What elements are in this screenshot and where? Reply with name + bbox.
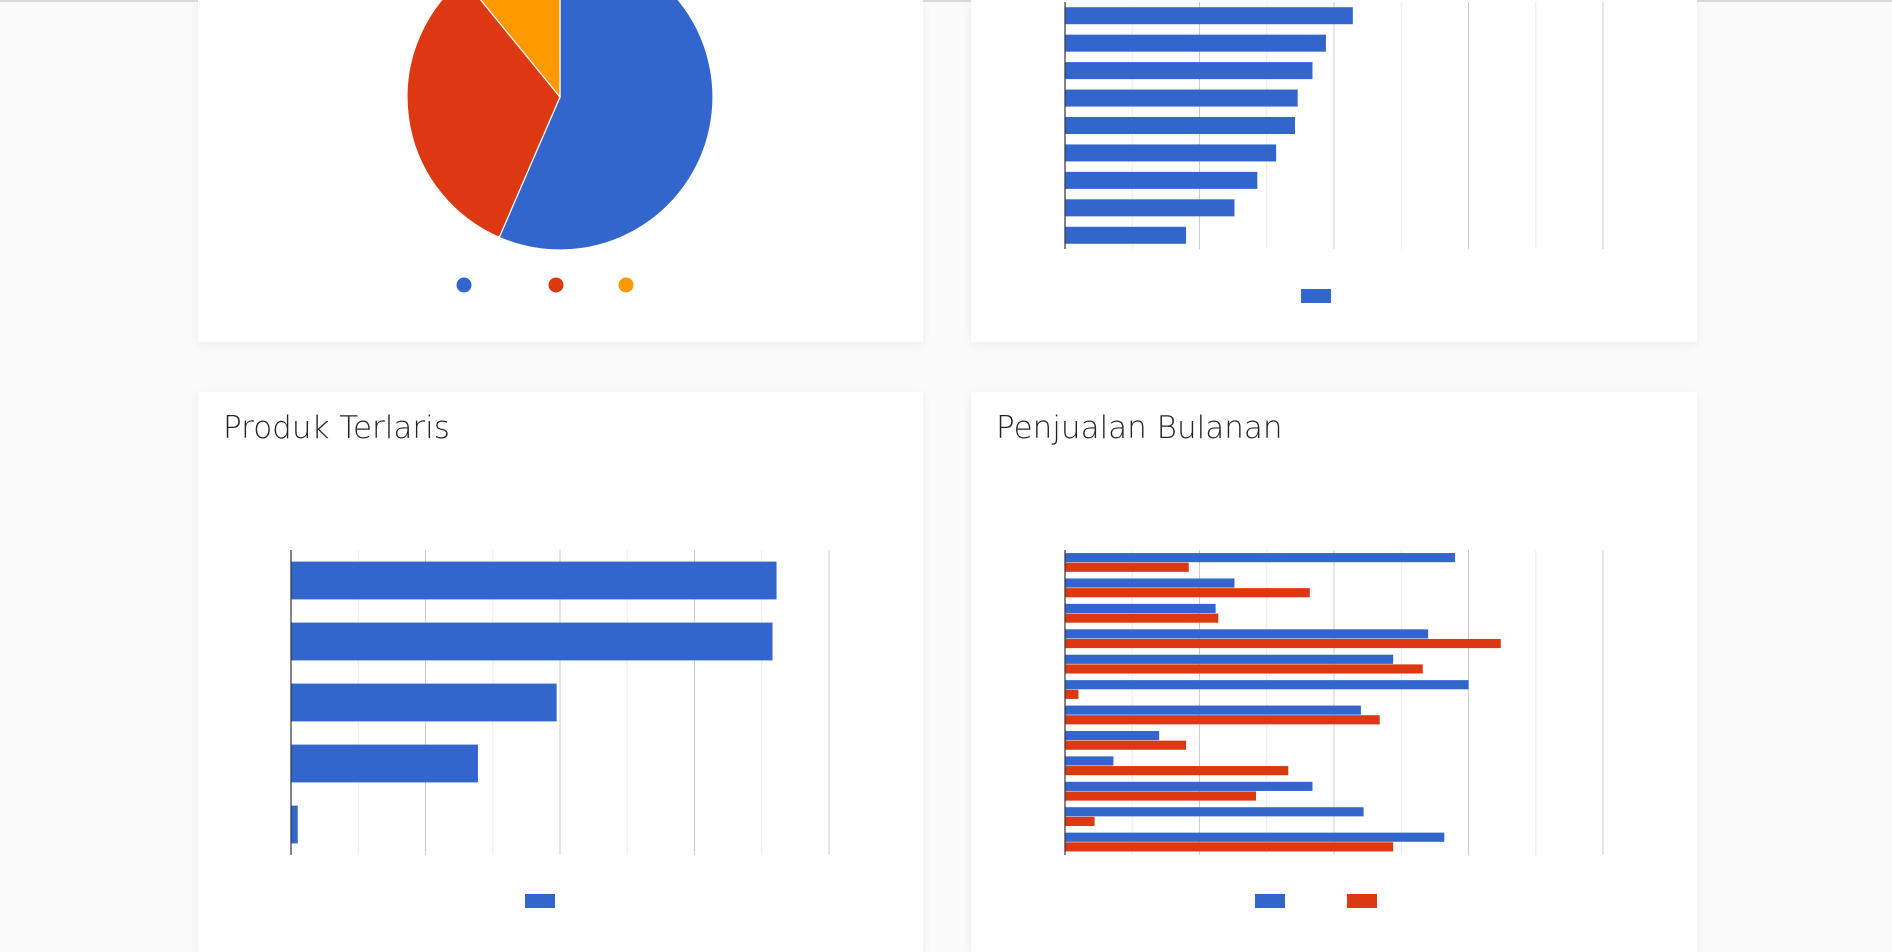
bar-smith-units: [1065, 144, 1277, 162]
bar-mei-2020: [1065, 664, 1423, 674]
bar-jun-2020: [1065, 689, 1079, 699]
bar-jan-2020: [1065, 562, 1189, 572]
bar-nop-2020: [1065, 816, 1095, 827]
sales-rep-bar-chart: [1064, 2, 1604, 303]
bar-okt-2020: [1065, 791, 1256, 801]
bar-mar-2019: [1065, 603, 1216, 614]
bar-pencil-units: [291, 622, 773, 661]
legend-swatch-east: [548, 277, 564, 293]
bar-mar-2020: [1065, 613, 1219, 623]
region-pie-chart: [406, 0, 714, 293]
bar-pen-set-units: [291, 683, 557, 722]
bar-gill-units: [1065, 7, 1353, 25]
bar-binder-units: [291, 561, 777, 600]
top-border: [0, 0, 1892, 2]
bar-morgan-units: [1065, 89, 1298, 107]
top-products-bar-chart: [290, 550, 830, 908]
bar-pen-units: [291, 744, 478, 783]
legend-swatch-central: [456, 277, 472, 293]
pie-slice-east: [406, 0, 561, 239]
sales-rep-card: [971, 0, 1697, 342]
bar-jul-2019: [1065, 705, 1361, 715]
region-pie-card: [198, 0, 923, 342]
top-products-card: Produk Terlaris: [198, 392, 923, 952]
bar-nop-2019: [1065, 807, 1364, 817]
monthly-sales-bar-chart: [1064, 550, 1604, 908]
bar-kivell-units: [1065, 34, 1326, 52]
bar-jun-2019: [1065, 680, 1469, 690]
monthly-sales-card: Penjualan Bulanan: [971, 392, 1697, 952]
bar-jul-2020: [1065, 715, 1380, 725]
pie-slice-west: [480, 0, 561, 99]
bar-apr-2020: [1065, 638, 1501, 649]
bar-desk-units: [291, 805, 298, 844]
bar-apr-2019: [1065, 629, 1429, 639]
legend-swatch-west: [618, 277, 634, 293]
legend-swatch-units: [525, 894, 555, 908]
bar-okt-2019: [1065, 781, 1313, 791]
bar-jan-2019: [1065, 553, 1456, 563]
legend-swatch-2020: [1347, 894, 1377, 908]
legend-swatch-2019: [1255, 894, 1285, 908]
bar-feb-2020: [1065, 588, 1310, 598]
bar-sorvino-units: [1065, 171, 1258, 189]
top-products-title: Produk Terlaris: [223, 410, 450, 446]
legend-swatch-units: [1301, 289, 1331, 303]
bar-des-2019: [1065, 832, 1445, 842]
bar-sep-2020: [1065, 766, 1289, 776]
pie-slice-central: [498, 0, 714, 251]
bar-agu-2020: [1065, 740, 1187, 750]
monthly-sales-title: Penjualan Bulanan: [996, 410, 1283, 446]
bar-agu-2019: [1065, 730, 1160, 741]
bar-des-2020: [1065, 842, 1394, 852]
bar-thomp--units: [1065, 226, 1187, 244]
bar-andrews-units: [1065, 62, 1313, 80]
bar-parent-units: [1065, 116, 1295, 135]
bar-mei-2019: [1065, 654, 1394, 664]
bar-howard-units: [1065, 199, 1235, 217]
bar-feb-2019: [1065, 578, 1235, 588]
bar-sep-2019: [1065, 756, 1114, 766]
